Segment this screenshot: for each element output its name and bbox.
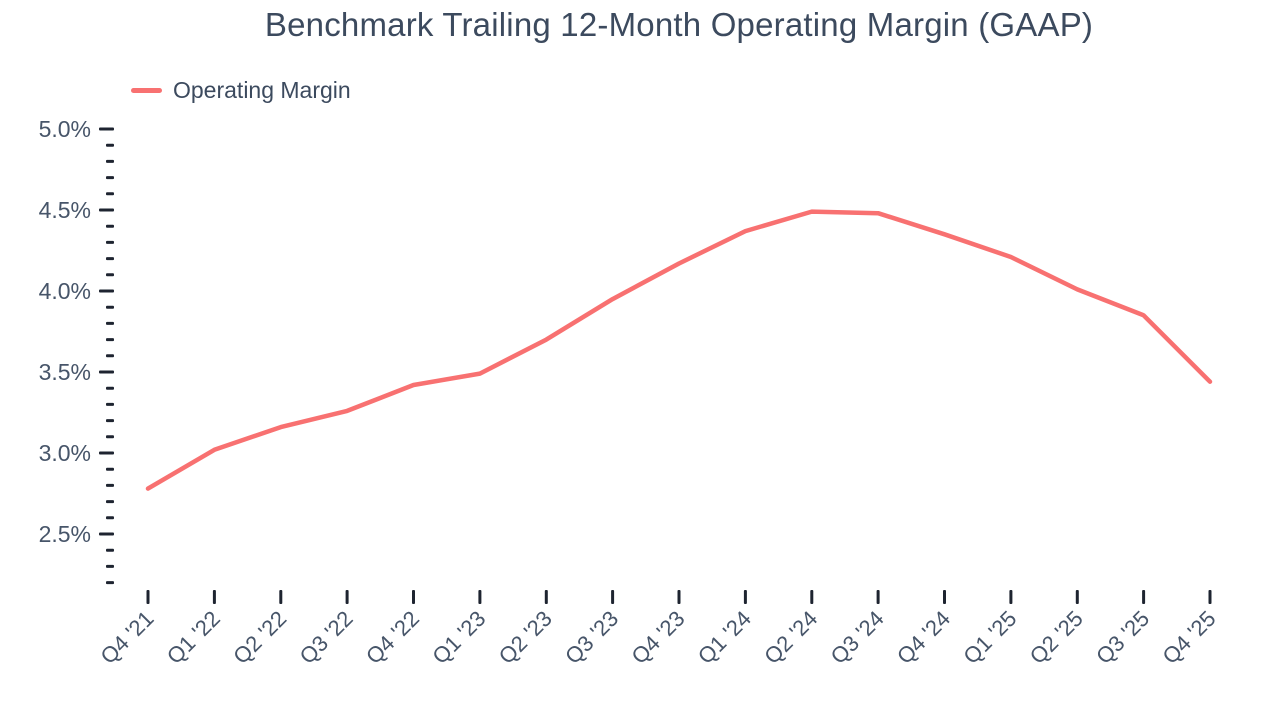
x-axis-tick-label: Q4 '23 (627, 606, 690, 669)
x-axis-tick (943, 590, 946, 604)
x-axis-tick (743, 590, 747, 604)
x-axis-tick (1142, 590, 1146, 604)
x-axis-tick (212, 590, 216, 604)
y-axis-minor-tick (106, 581, 114, 585)
y-axis-minor-tick (106, 305, 114, 309)
y-axis-major-tick (99, 208, 114, 212)
x-axis-tick-label: Q3 '25 (1091, 606, 1154, 669)
y-axis-major-tick (99, 370, 114, 374)
x-axis-tick (544, 590, 548, 604)
x-axis-tick (1009, 590, 1013, 604)
x-axis-tick-label: Q4 '25 (1158, 606, 1221, 669)
x-axis-tick-label: Q3 '22 (295, 606, 358, 669)
x-axis-tick-label: Q4 '21 (96, 606, 159, 669)
y-axis-minor-tick (106, 192, 114, 196)
y-axis-tick-label: 2.5% (39, 521, 91, 547)
y-axis-minor-tick (106, 159, 114, 163)
y-axis-tick-label: 3.5% (39, 359, 91, 385)
y-axis-tick-label: 5.0% (39, 116, 91, 142)
y-axis-minor-tick (106, 548, 114, 552)
y-axis-minor-tick (106, 516, 114, 520)
y-axis-minor-tick (106, 257, 114, 261)
y-axis-minor-tick (106, 386, 114, 390)
x-axis-tick (345, 590, 349, 604)
x-axis-tick (677, 590, 681, 604)
y-axis-major-tick (99, 532, 114, 536)
y-axis-minor-tick (106, 273, 114, 277)
y-axis-minor-tick (106, 467, 114, 471)
x-axis-tick-label: Q1 '24 (693, 606, 756, 669)
y-axis-minor-tick (106, 224, 114, 228)
x-axis-tick (1075, 590, 1079, 604)
x-axis-tick-label: Q4 '22 (361, 606, 424, 669)
x-axis-tick (412, 590, 415, 604)
y-axis-minor-tick (106, 564, 114, 568)
y-axis-tick-label: 4.0% (39, 278, 91, 304)
y-axis-minor-tick (106, 419, 114, 423)
y-axis-minor-tick (106, 240, 114, 244)
y-axis-minor-tick (106, 500, 114, 504)
y-axis-tick-label: 4.5% (39, 197, 91, 223)
x-axis-tick-label: Q2 '25 (1025, 606, 1088, 669)
x-axis-tick (146, 590, 150, 604)
y-axis-minor-tick (106, 354, 114, 358)
x-axis-tick-label: Q1 '23 (427, 606, 490, 669)
x-axis-tick-label: Q2 '22 (228, 606, 291, 669)
x-axis-tick-label: Q1 '22 (162, 606, 225, 669)
y-axis-minor-tick (106, 321, 114, 325)
legend-item-operating-margin[interactable]: Operating Margin (131, 77, 351, 104)
x-axis-tick-label: Q2 '23 (494, 606, 557, 669)
x-axis-tick (478, 590, 482, 604)
y-axis-minor-tick (106, 402, 114, 406)
x-axis-tick (1208, 590, 1212, 604)
y-axis-minor-tick (106, 338, 114, 342)
x-axis-tick-label: Q3 '24 (826, 606, 889, 669)
legend: Operating Margin (131, 76, 351, 104)
y-axis-minor-tick (106, 483, 114, 487)
x-axis-tick-label: Q1 '25 (958, 606, 1021, 669)
y-axis-major-tick (99, 127, 114, 131)
x-axis-tick-label: Q4 '24 (892, 606, 955, 669)
chart-title: Benchmark Trailing 12-Month Operating Ma… (264, 6, 1094, 43)
operating-margin-line (145, 209, 1213, 491)
x-axis-tick (810, 590, 814, 604)
legend-line-swatch-icon (131, 87, 162, 93)
x-axis-tick (876, 590, 880, 604)
y-axis-minor-tick (106, 176, 114, 180)
y-axis-minor-tick (106, 143, 114, 147)
legend-label: Operating Margin (173, 76, 351, 103)
x-axis-tick (611, 590, 615, 604)
x-axis-tick-label: Q3 '23 (560, 606, 623, 669)
y-axis-major-tick (99, 451, 114, 455)
x-axis-tick (279, 590, 283, 604)
x-axis-tick-label: Q2 '24 (759, 606, 822, 669)
y-axis-minor-tick (106, 435, 114, 439)
y-axis-major-tick (99, 289, 114, 293)
y-axis-tick-label: 3.0% (39, 440, 91, 466)
